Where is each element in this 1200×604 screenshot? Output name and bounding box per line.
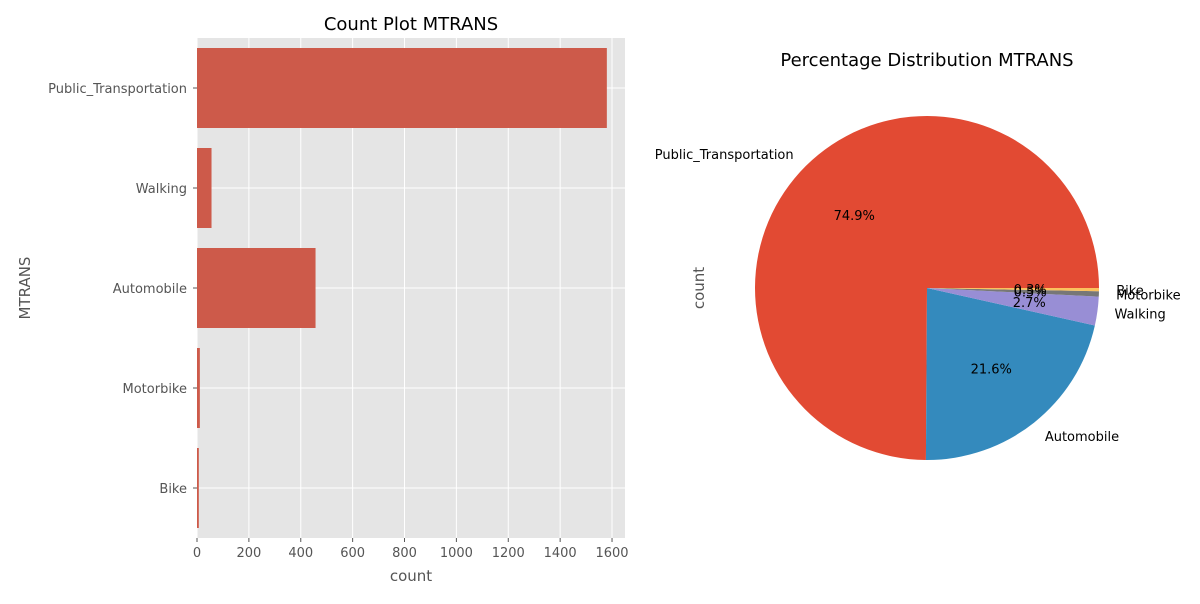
bar-chart-x-axis-label: count: [390, 567, 432, 585]
pie-percent-walking: 2.7%: [1013, 296, 1046, 311]
pie-label-automobile: Automobile: [1045, 430, 1119, 445]
pie-percent-bike: 0.3%: [1014, 283, 1047, 298]
bar-chart-panel: Public_Transportation Walking Automobile Mo…: [16, 14, 629, 585]
bar-bike: [197, 448, 199, 528]
x-tick-label: 200: [236, 546, 261, 561]
bar-walking: [197, 148, 212, 228]
x-tick-label: 800: [392, 546, 417, 561]
x-tick-label: 1600: [595, 546, 628, 561]
x-tick-label: 1000: [440, 546, 473, 561]
pie-chart-labels: Public_Transportation 74.9% Automobile 21.6…: [655, 148, 1181, 445]
pie-slice-public-transportation: [754, 116, 1099, 460]
y-tick-label: Automobile: [113, 282, 187, 297]
y-tick-label: Walking: [136, 182, 187, 197]
pie-chart-panel: Percentage Distribution MTRANS count Pub…: [655, 50, 1181, 461]
pie-label-public-transportation: Public_Transportation: [655, 148, 794, 163]
pie-percent-motorbike: 0.5%: [1014, 286, 1047, 301]
pie-label-walking: Walking: [1114, 307, 1165, 322]
x-tick-label: 600: [340, 546, 365, 561]
y-tick-label: Bike: [159, 482, 187, 497]
bar-automobile: [197, 248, 316, 328]
pie-chart-y-axis-label: count: [690, 267, 708, 309]
bar-chart-y-tick-labels: Public_Transportation Walking Automobile Mo…: [48, 82, 197, 497]
bar-public-transportation: [197, 48, 607, 128]
pie-percent-public-transportation: 74.9%: [834, 209, 875, 224]
y-tick-label: Public_Transportation: [48, 82, 187, 97]
pie-label-bike: Bike: [1116, 284, 1144, 299]
pie-slice-walking: [927, 288, 1099, 326]
pie-slice-bike: [927, 288, 1099, 292]
bar-chart-y-axis-label: MTRANS: [16, 257, 34, 320]
pie-label-motorbike: Motorbike: [1116, 289, 1181, 304]
pie-slice-motorbike: [927, 288, 1099, 297]
bar-chart-title: Count Plot MTRANS: [324, 14, 498, 35]
bar-chart-x-tick-labels: 0 200 400 600 800 1000 1200 1400 1600: [193, 538, 629, 561]
x-tick-label: 1200: [492, 546, 525, 561]
pie-percent-automobile: 21.6%: [971, 363, 1012, 378]
x-tick-label: 0: [193, 546, 201, 561]
pie-chart-slices: [754, 116, 1099, 461]
y-tick-label: Motorbike: [123, 382, 188, 397]
bar-chart-bars: [197, 48, 607, 528]
pie-slice-automobile: [925, 288, 1095, 461]
x-tick-label: 1400: [544, 546, 577, 561]
x-tick-label: 400: [288, 546, 313, 561]
bar-motorbike: [197, 348, 200, 428]
pie-chart-title: Percentage Distribution MTRANS: [780, 50, 1073, 71]
